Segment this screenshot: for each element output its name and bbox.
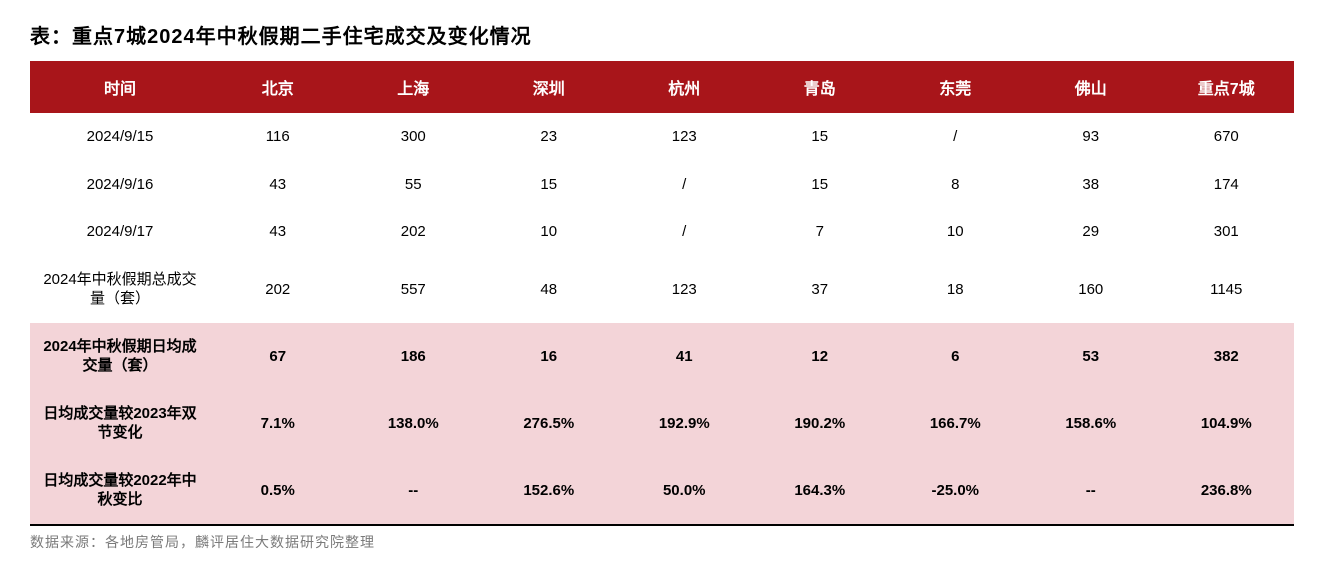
cell: 6 — [888, 323, 1024, 390]
row-label: 日均成交量较2022年中秋变比 — [30, 457, 210, 525]
cell: 41 — [617, 323, 753, 390]
col-header: 重点7城 — [1159, 61, 1295, 113]
table-body: 2024/9/151163002312315/936702024/9/16435… — [30, 113, 1294, 525]
cell: 55 — [346, 161, 482, 209]
cell: 104.9% — [1159, 390, 1295, 457]
cell: / — [888, 113, 1024, 161]
col-header: 北京 — [210, 61, 346, 113]
col-header: 杭州 — [617, 61, 753, 113]
cell: 67 — [210, 323, 346, 390]
col-header: 上海 — [346, 61, 482, 113]
cell: 123 — [617, 113, 753, 161]
col-header: 东莞 — [888, 61, 1024, 113]
cell: 138.0% — [346, 390, 482, 457]
cell: 7.1% — [210, 390, 346, 457]
cell: / — [617, 161, 753, 209]
cell: 164.3% — [752, 457, 888, 525]
cell: -- — [346, 457, 482, 525]
cell: -25.0% — [888, 457, 1024, 525]
cell: 300 — [346, 113, 482, 161]
cell: 48 — [481, 256, 617, 323]
cell: 38 — [1023, 161, 1159, 209]
col-header: 佛山 — [1023, 61, 1159, 113]
cell: 7 — [752, 208, 888, 256]
cell: 93 — [1023, 113, 1159, 161]
cell: / — [617, 208, 753, 256]
cell: 116 — [210, 113, 346, 161]
cell: 43 — [210, 161, 346, 209]
row-label: 日均成交量较2023年双节变化 — [30, 390, 210, 457]
cell: 12 — [752, 323, 888, 390]
row-label: 2024/9/15 — [30, 113, 210, 161]
row-label: 2024年中秋假期总成交量（套） — [30, 256, 210, 323]
cell: 15 — [481, 161, 617, 209]
cell: 8 — [888, 161, 1024, 209]
data-source: 数据来源：各地房管局，麟评居住大数据研究院整理 — [30, 532, 1294, 552]
cell: 301 — [1159, 208, 1295, 256]
cell: 123 — [617, 256, 753, 323]
cell: 160 — [1023, 256, 1159, 323]
table-row: 2024/9/151163002312315/93670 — [30, 113, 1294, 161]
cell: 166.7% — [888, 390, 1024, 457]
cell: 190.2% — [752, 390, 888, 457]
row-label: 2024/9/17 — [30, 208, 210, 256]
table-row: 2024年中秋假期总成交量（套）2025574812337181601145 — [30, 256, 1294, 323]
cell: 15 — [752, 113, 888, 161]
cell: 236.8% — [1159, 457, 1295, 525]
cell: 202 — [210, 256, 346, 323]
data-table: 时间 北京 上海 深圳 杭州 青岛 东莞 佛山 重点7城 2024/9/1511… — [30, 61, 1294, 526]
table-row: 2024/9/16435515/15838174 — [30, 161, 1294, 209]
cell: 50.0% — [617, 457, 753, 525]
cell: 29 — [1023, 208, 1159, 256]
table-title: 表：重点7城2024年中秋假期二手住宅成交及变化情况 — [30, 20, 1294, 49]
cell: 10 — [888, 208, 1024, 256]
cell: 192.9% — [617, 390, 753, 457]
cell: 43 — [210, 208, 346, 256]
table-row: 2024年中秋假期日均成交量（套）67186164112653382 — [30, 323, 1294, 390]
cell: 276.5% — [481, 390, 617, 457]
col-header: 深圳 — [481, 61, 617, 113]
table-row: 日均成交量较2022年中秋变比0.5%--152.6%50.0%164.3%-2… — [30, 457, 1294, 525]
cell: 53 — [1023, 323, 1159, 390]
cell: 382 — [1159, 323, 1295, 390]
cell: 1145 — [1159, 256, 1295, 323]
table-row: 日均成交量较2023年双节变化7.1%138.0%276.5%192.9%190… — [30, 390, 1294, 457]
row-label: 2024年中秋假期日均成交量（套） — [30, 323, 210, 390]
cell: 202 — [346, 208, 482, 256]
cell: 174 — [1159, 161, 1295, 209]
col-header: 时间 — [30, 61, 210, 113]
cell: -- — [1023, 457, 1159, 525]
cell: 10 — [481, 208, 617, 256]
col-header: 青岛 — [752, 61, 888, 113]
row-label: 2024/9/16 — [30, 161, 210, 209]
cell: 23 — [481, 113, 617, 161]
cell: 557 — [346, 256, 482, 323]
cell: 15 — [752, 161, 888, 209]
table-header-row: 时间 北京 上海 深圳 杭州 青岛 东莞 佛山 重点7城 — [30, 61, 1294, 113]
cell: 670 — [1159, 113, 1295, 161]
cell: 16 — [481, 323, 617, 390]
table-row: 2024/9/174320210/71029301 — [30, 208, 1294, 256]
cell: 0.5% — [210, 457, 346, 525]
cell: 158.6% — [1023, 390, 1159, 457]
cell: 18 — [888, 256, 1024, 323]
cell: 186 — [346, 323, 482, 390]
cell: 152.6% — [481, 457, 617, 525]
cell: 37 — [752, 256, 888, 323]
